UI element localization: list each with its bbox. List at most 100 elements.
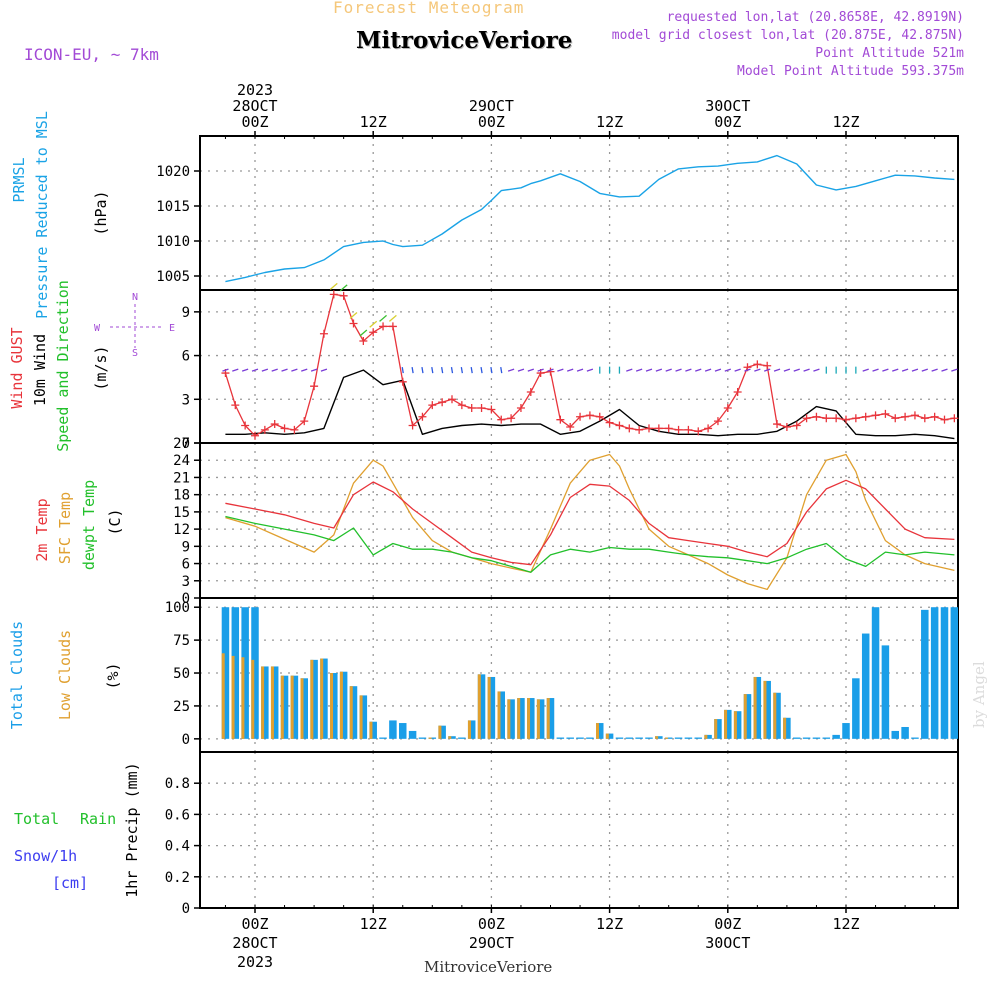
gust-marker [448,395,456,404]
low-cloud-bar [221,653,225,739]
clouds-label-total: Total Clouds [8,621,26,729]
requested-coords: requested lon,lat (20.8658E, 42.8919N) [666,10,964,25]
total-cloud-bar [320,658,328,739]
y-tick-label: 0 [182,591,190,607]
compass-e: E [169,323,175,334]
gust-marker [773,420,782,429]
wind-dir-arrow [911,368,919,372]
low-cloud-bar [290,675,294,739]
gust-marker [940,415,949,424]
gust-marker [674,425,683,434]
wind-label-10m: 10m Wind [31,334,49,406]
panel-frame-temp [199,442,959,599]
total-cloud-bar [655,736,663,739]
total-cloud-bar [310,659,318,739]
wind-dir-arrow [450,367,454,374]
gust-marker [241,421,250,430]
total-cloud-bar [871,607,880,739]
model-point-altitude: Model Point Altitude 593.375m [737,64,964,79]
gust-marker [438,398,447,407]
y-tick-label: 21 [173,470,190,486]
low-cloud-bar [241,657,245,739]
precip-label-rain: Rain [80,810,116,828]
gust-marker [260,425,269,434]
total-cloud-bar [517,698,525,739]
gust-marker [497,415,506,424]
wind-dir-arrow [251,368,259,372]
low-cloud-bar [359,695,363,739]
bottom-time-label: 00Z [241,915,268,933]
total-cloud-bar [605,733,614,739]
wind-dir-arrow [349,312,358,320]
total-cloud-bar [527,698,535,739]
total-cloud-bar [369,721,377,739]
y-tick-label: 75 [173,633,190,649]
top-time-label: 00Z [241,113,268,131]
wind-dir-arrow [460,367,463,374]
wind-dir-arrow [411,367,414,374]
y-tick-label: 1020 [156,164,190,180]
wind-dir-arrow [872,368,879,372]
panel-frame-precip [199,751,959,909]
low-cloud-bar [448,736,452,739]
gust-marker [379,322,388,331]
low-cloud-bar [536,699,540,739]
gust-marker [457,401,466,410]
wind-dir-arrow [379,314,387,322]
total-cloud-bar [763,680,771,739]
low-cloud-bar [428,737,432,739]
gust-marker [851,414,860,423]
gust-marker [329,290,338,299]
y-tick-label: 1015 [156,199,190,215]
y-tick-label: 25 [173,699,190,715]
gust-marker [467,404,476,413]
wind-dir-arrow [921,368,929,372]
total-cloud-bar [408,730,417,739]
gust-marker [684,425,693,434]
y-tick-label: 24 [173,453,190,469]
gust-marker [349,319,358,328]
low-cloud-bar [477,674,481,739]
total-cloud-bar [664,737,673,739]
low-cloud-bar [300,678,304,739]
total-cloud-bar [566,737,574,739]
total-cloud-bar [822,737,831,739]
low-cloud-bar [763,680,767,739]
wind-dir-arrow [359,329,368,337]
wind-dir-arrow [882,368,889,372]
bottom-time-label: 2023 [237,953,273,971]
total-cloud-bar [221,607,230,739]
top-time-label: 00Z [714,113,741,131]
gust-marker [418,412,427,421]
total-cloud-bar [625,737,634,739]
y-tick-label: 9 [182,305,190,321]
wind-dir-arrow [301,368,308,372]
pressure-label-name: Pressure Reduced to MSL [33,111,51,319]
gust-marker [576,412,585,421]
gust-marker [782,422,791,431]
total-cloud-bar [753,676,762,739]
wind-dir-arrow [388,314,397,322]
bottom-time-label: 12Z [360,915,387,933]
wind-dir-arrow [951,368,958,372]
gust-marker [733,388,742,396]
gust-marker [920,414,929,423]
dewpt-line [225,515,955,573]
y-tick-label: 3 [182,574,190,590]
wind-dir-arrow [339,284,348,292]
y-tick-label: 0 [182,436,190,452]
gust-marker [753,360,762,369]
gust-marker [507,414,516,423]
y-tick-label: 100 [165,600,190,616]
wind-dir-arrow [724,368,732,372]
clouds-label-low: Low Clouds [56,630,74,720]
total-cloud-bar [773,692,781,739]
top-time-label: 12Z [832,113,859,131]
gust-marker [645,424,653,433]
wind-dir-arrow [793,368,800,372]
total-cloud-bar [940,607,949,739]
wind-dir-arrow [566,368,574,372]
gust-marker [704,424,713,433]
bottom-time-label: 29OCT [469,934,514,952]
precip-label-snow: Snow/1h [14,847,77,865]
